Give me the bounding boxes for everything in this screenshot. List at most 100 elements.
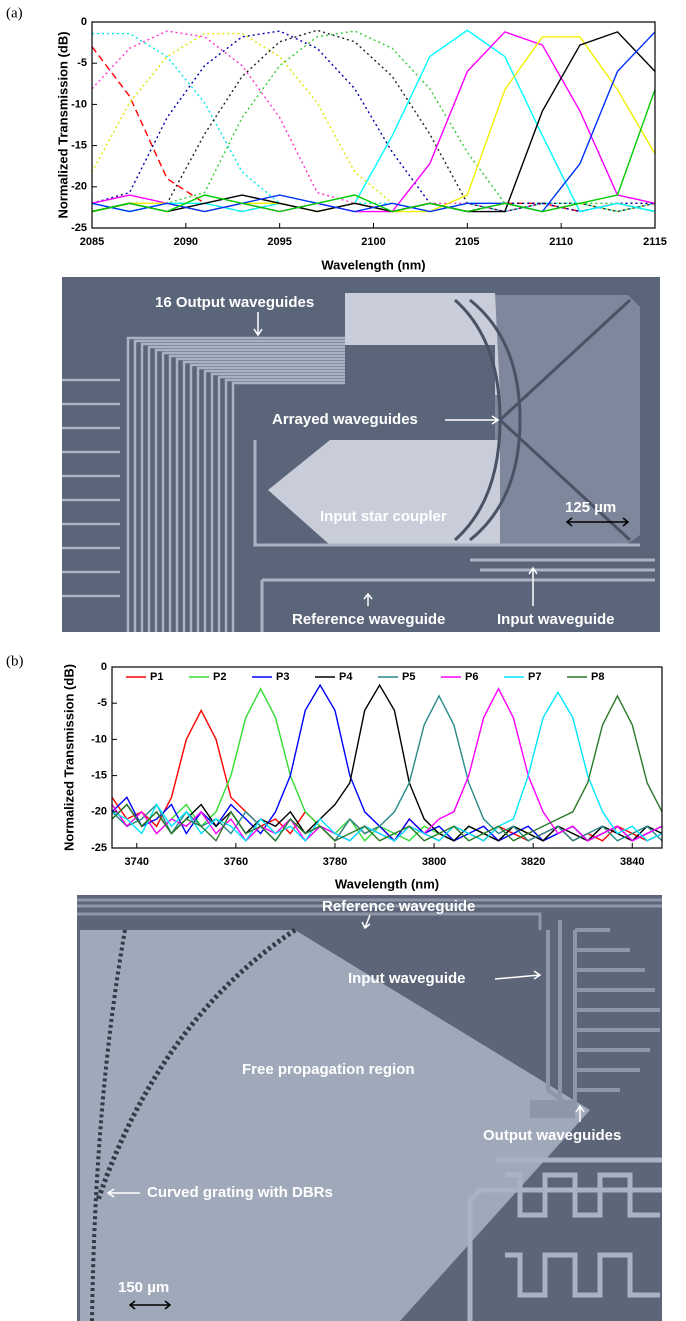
micrograph-label: Input waveguide bbox=[497, 611, 615, 628]
legend-label: P4 bbox=[339, 671, 353, 683]
scale-bar-label: 150 µm bbox=[118, 1279, 169, 1296]
arrow bbox=[575, 1104, 585, 1122]
y-tick-label: -25 bbox=[71, 222, 87, 234]
micrograph-label: Reference waveguide bbox=[292, 611, 445, 628]
micrograph-label: Input star coupler bbox=[320, 508, 447, 525]
waveguide bbox=[231, 381, 345, 632]
x-tick-label: 2110 bbox=[549, 236, 573, 248]
grating bbox=[95, 927, 297, 1201]
data-line bbox=[92, 32, 655, 213]
waveguide bbox=[77, 898, 662, 930]
waveguide bbox=[253, 440, 655, 632]
arrow bbox=[363, 592, 373, 606]
y-tick-label: 0 bbox=[81, 16, 87, 28]
waveguide bbox=[203, 369, 345, 632]
micrograph-label: Input waveguide bbox=[348, 970, 466, 987]
array-region bbox=[480, 295, 640, 545]
input-star-coupler bbox=[268, 440, 500, 545]
x-tick-label: 3760 bbox=[224, 856, 248, 868]
waveguide bbox=[217, 375, 345, 632]
y-tick-label: -20 bbox=[71, 181, 87, 193]
x-tick-label: 3740 bbox=[125, 856, 149, 868]
x-tick-label: 2105 bbox=[455, 236, 479, 248]
plot-area bbox=[92, 29, 655, 213]
panel-label: (b) bbox=[6, 653, 24, 669]
waveguide bbox=[168, 354, 345, 632]
y-tick-label: -10 bbox=[71, 98, 87, 110]
legend-label: P7 bbox=[528, 671, 541, 683]
plot-area bbox=[112, 683, 662, 842]
waveguide bbox=[224, 378, 345, 632]
data-line bbox=[92, 31, 655, 213]
waveguide bbox=[126, 336, 345, 632]
x-axis-title: Wavelength (nm) bbox=[321, 257, 425, 272]
waveguide bbox=[189, 363, 345, 632]
legend-label: P2 bbox=[213, 671, 226, 683]
waveguide bbox=[154, 348, 345, 632]
waveguide bbox=[133, 339, 345, 632]
x-tick-label: 2090 bbox=[174, 236, 198, 248]
x-tick-label: 2100 bbox=[361, 236, 385, 248]
x-tick-label: 2085 bbox=[80, 236, 104, 248]
arrow bbox=[528, 566, 538, 606]
scale-bar bbox=[565, 517, 630, 527]
waveguide bbox=[546, 920, 660, 1112]
x-tick-label: 3840 bbox=[620, 856, 644, 868]
waveguide bbox=[182, 360, 345, 632]
y-tick-label: -5 bbox=[77, 57, 87, 69]
arrow bbox=[445, 415, 500, 425]
data-line bbox=[92, 30, 655, 213]
waveguide bbox=[161, 351, 345, 632]
y-tick-label: 0 bbox=[101, 661, 107, 673]
plot-frame bbox=[111, 666, 663, 849]
waveguide bbox=[175, 357, 345, 632]
scale-bar bbox=[128, 1300, 172, 1310]
arrow bbox=[106, 1188, 140, 1198]
micrograph-label: Arrayed waveguides bbox=[272, 411, 418, 428]
micrograph-label: Free propagation region bbox=[242, 1061, 415, 1078]
y-axis-title: Normalized Transmission (dB) bbox=[61, 664, 76, 851]
data-line bbox=[112, 694, 662, 842]
micrograph: 16 Output waveguides Arrayed waveguides … bbox=[62, 277, 660, 632]
micrograph: Reference waveguide Input waveguide Free… bbox=[77, 895, 662, 1321]
waveguide bbox=[196, 366, 345, 632]
x-tick-label: 2115 bbox=[643, 236, 667, 248]
y-tick-label: -15 bbox=[91, 770, 107, 782]
x-tick-label: 3800 bbox=[422, 856, 446, 868]
plot-frame bbox=[91, 21, 656, 229]
array-notch bbox=[345, 345, 495, 440]
output-waveguides bbox=[530, 1100, 575, 1118]
x-tick-label: 3780 bbox=[323, 856, 347, 868]
micrograph-label: 16 Output waveguides bbox=[155, 294, 314, 311]
data-line bbox=[92, 30, 655, 213]
micrograph-label: Reference waveguide bbox=[322, 898, 475, 915]
data-line bbox=[92, 29, 655, 213]
y-tick-label: -20 bbox=[91, 806, 107, 818]
x-tick-label: 2095 bbox=[267, 236, 291, 248]
legend-label: P8 bbox=[591, 671, 604, 683]
free-propagation-region bbox=[80, 930, 590, 1321]
arrow bbox=[361, 914, 371, 930]
legend-label: P6 bbox=[465, 671, 478, 683]
x-tick-label: 3820 bbox=[521, 856, 545, 868]
waveguide bbox=[210, 372, 345, 632]
legend-label: P1 bbox=[150, 671, 163, 683]
waveguide bbox=[140, 342, 345, 632]
arrayed-waveguides bbox=[454, 298, 632, 542]
panel-label: (a) bbox=[6, 5, 23, 21]
y-tick-label: -25 bbox=[91, 842, 107, 854]
x-axis-title: Wavelength (nm) bbox=[335, 876, 439, 891]
legend-label: P5 bbox=[402, 671, 415, 683]
legend-label: P3 bbox=[276, 671, 289, 683]
arrow bbox=[253, 312, 263, 337]
waveguide-bundle bbox=[62, 336, 345, 632]
y-tick-label: -5 bbox=[97, 697, 107, 709]
ring-structures bbox=[467, 1157, 662, 1321]
y-tick-label: -10 bbox=[91, 733, 107, 745]
y-axis-title: Normalized Transmission (dB) bbox=[55, 31, 70, 218]
y-tick-label: -15 bbox=[71, 140, 87, 152]
arrow bbox=[494, 970, 542, 980]
data-line bbox=[112, 690, 662, 842]
data-line bbox=[92, 32, 655, 213]
